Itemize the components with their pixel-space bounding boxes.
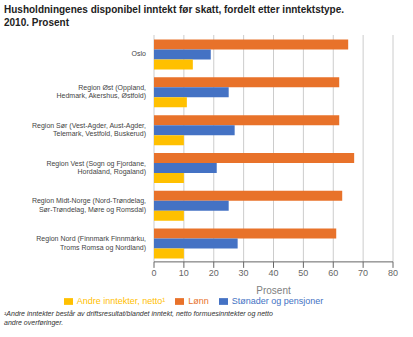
svg-text:70: 70 <box>358 268 368 278</box>
svg-text:Region Vest (Sogn og Fjordane,: Region Vest (Sogn og Fjordane,Hordaland,… <box>46 160 146 177</box>
svg-text:20: 20 <box>209 268 219 278</box>
svg-text:60: 60 <box>328 268 338 278</box>
html-text:Stønader og pensjoner: Stønader og pensjoner <box>231 295 324 306</box>
svg-text:Region Midt-Norge (Nord-Trønde: Region Midt-Norge (Nord-Trøndelag,Sør-Tr… <box>32 197 146 214</box>
svg-text:Region Sør (Vest-Agder, Aust-A: Region Sør (Vest-Agder, Aust-Agder,Telem… <box>32 122 146 139</box>
svg-text:10: 10 <box>179 268 189 278</box>
html-text:Husholdningenes disponibel inn: Husholdningenes disponibel inntekt før s… <box>4 4 344 28</box>
svg-text:Prosent: Prosent <box>256 285 291 296</box>
svg-text:30: 30 <box>239 268 249 278</box>
svg-text:0: 0 <box>151 268 156 278</box>
svg-text:40: 40 <box>268 268 278 278</box>
html-text:¹Andre inntekter består av dri: ¹Andre inntekter består av driftsresulta… <box>4 310 273 326</box>
svg-text:50: 50 <box>298 268 308 278</box>
svg-text:Region Nord (Finnmark Finnmárk: Region Nord (Finnmark Finnmárku,Troms Ro… <box>36 235 146 252</box>
svg-text:Region Øst (Oppland,Hedmark, A: Region Øst (Oppland,Hedmark, Akershus, Ø… <box>57 84 147 101</box>
html-text:Andre inntekter, netto¹: Andre inntekter, netto¹ <box>76 295 166 306</box>
svg-text:Oslo: Oslo <box>132 50 147 57</box>
svg-text:80: 80 <box>388 268 398 278</box>
html-text:Lønn: Lønn <box>188 295 209 306</box>
